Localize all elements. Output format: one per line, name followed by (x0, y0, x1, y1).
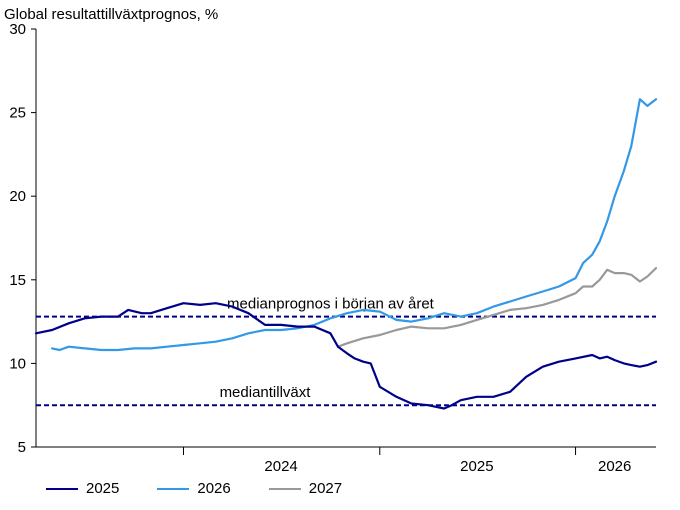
legend-swatch-2027 (268, 487, 301, 490)
x-tick-label-2026: 2026 (598, 458, 631, 475)
legend-item-2026: 2026 (157, 480, 231, 497)
reference-line-label-1: mediantillväxt (220, 384, 312, 401)
series-line-2027 (336, 267, 658, 348)
y-tick-label-30: 30 (9, 21, 26, 38)
series-line-2026 (50, 98, 658, 352)
legend-item-2027: 2027 (268, 480, 343, 497)
legend-swatch-2025 (46, 487, 78, 490)
y-tick-label-15: 15 (9, 272, 26, 289)
legend-label-2027: 2027 (308, 480, 343, 497)
reference-line-label-0: medianprognos i början av året (227, 296, 435, 313)
legend-label-2026: 2026 (197, 480, 231, 497)
legend: 2025 2026 2027 (46, 480, 342, 497)
legend-label-2025: 2025 (86, 480, 120, 497)
y-axis-title: Global resultattillväxtprognos, % (4, 6, 219, 23)
y-tick-label-25: 25 (9, 105, 26, 122)
x-tick-label-2024: 2024 (264, 458, 297, 475)
legend-item-2025: 2025 (46, 480, 119, 497)
series-line-2025 (34, 302, 658, 410)
legend-swatch-2026 (157, 487, 190, 490)
y-tick-label-5: 5 (18, 439, 26, 456)
y-tick-label-20: 20 (9, 188, 26, 205)
y-tick-label-10: 10 (9, 355, 26, 372)
x-tick-label-2025: 2025 (460, 458, 493, 475)
